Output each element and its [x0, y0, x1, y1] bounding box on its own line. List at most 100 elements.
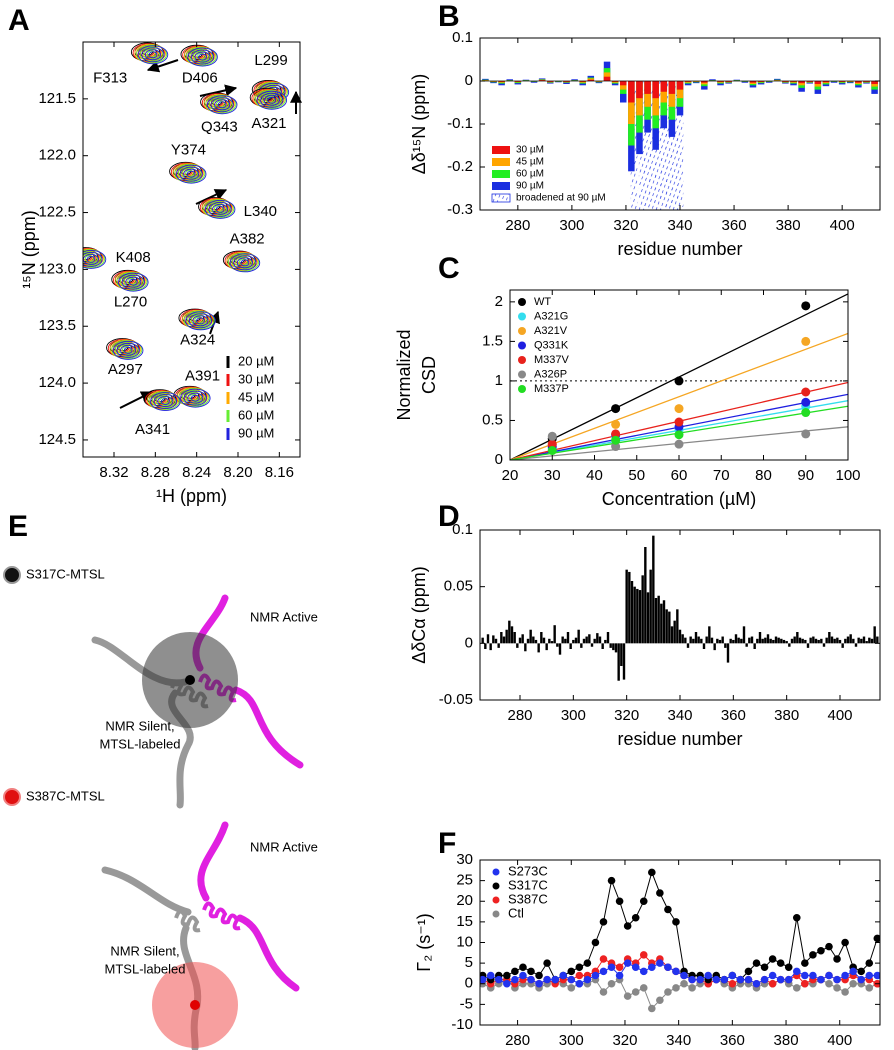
- silent-label: NMR Silent,: [110, 943, 179, 958]
- legend-swatch: [492, 882, 500, 890]
- bar: [729, 638, 732, 644]
- bar: [516, 643, 519, 648]
- point: [486, 971, 495, 980]
- bar: [772, 639, 775, 644]
- bar: [742, 626, 746, 644]
- bar: [716, 638, 719, 644]
- y-axis-label: Δδ¹⁵N (ppm): [409, 74, 429, 175]
- point: [615, 963, 624, 972]
- active-label: NMR Active: [250, 609, 318, 624]
- x-tick-label: 320: [613, 217, 638, 234]
- point: [674, 404, 684, 414]
- bar: [782, 639, 786, 644]
- contour: [134, 43, 167, 63]
- point: [680, 979, 688, 988]
- bar: [625, 569, 628, 644]
- contour: [155, 395, 173, 407]
- probe-label: S387C-MTSL: [26, 788, 105, 803]
- point: [656, 959, 664, 967]
- y-tick-label: -10: [451, 1016, 473, 1033]
- bar: [566, 632, 570, 644]
- point: [809, 971, 817, 980]
- panel-letter: B: [438, 0, 460, 33]
- contour: [205, 94, 237, 114]
- contour: [179, 166, 203, 182]
- bar: [838, 81, 846, 82]
- panel-letter: F: [438, 827, 456, 860]
- point: [547, 431, 557, 441]
- point: [511, 975, 519, 984]
- active-chain: [232, 686, 304, 769]
- legend-label: 45 µM: [238, 389, 274, 404]
- point: [503, 971, 511, 980]
- active-chain: [197, 821, 229, 902]
- x-tick-label: 60: [671, 467, 688, 484]
- bar: [777, 637, 780, 644]
- point: [865, 971, 874, 980]
- point: [833, 975, 841, 984]
- bar: [676, 81, 684, 90]
- bar: [780, 638, 783, 644]
- contour: [254, 90, 286, 109]
- y-tick-label: 0: [465, 975, 473, 992]
- bar: [510, 626, 514, 644]
- silent-label: MTSL-labeled: [105, 961, 186, 976]
- contour: [174, 164, 206, 183]
- y-tick-label: -5: [460, 995, 473, 1012]
- point: [631, 913, 640, 922]
- contour: [146, 50, 157, 58]
- peak-label: F313: [93, 69, 127, 86]
- contour: [212, 98, 230, 110]
- contour: [86, 255, 96, 263]
- bar: [749, 81, 757, 83]
- point: [583, 959, 592, 967]
- point: [825, 971, 833, 980]
- x-tick-label: 400: [827, 1032, 852, 1049]
- plot-area: [510, 293, 848, 460]
- probe-icon: [3, 566, 21, 584]
- bar: [676, 609, 679, 644]
- bar: [676, 81, 684, 210]
- contour: [194, 316, 204, 324]
- point: [591, 938, 600, 947]
- contour: [183, 46, 216, 66]
- bar: [660, 81, 668, 210]
- legend-label: A321V: [534, 325, 568, 337]
- bar: [836, 637, 839, 644]
- point: [583, 975, 592, 984]
- contour: [185, 46, 217, 66]
- contour: [214, 99, 231, 111]
- point: [575, 971, 584, 980]
- bar: [561, 636, 564, 644]
- contour: [148, 391, 180, 411]
- y-tick-label: 2: [495, 293, 503, 310]
- bar: [553, 625, 556, 644]
- peak: [111, 269, 149, 292]
- x-tick-label: 30: [544, 467, 561, 484]
- legend-label: 60 µM: [516, 169, 544, 180]
- contour: [83, 248, 105, 268]
- point: [672, 967, 680, 976]
- bar: [766, 634, 770, 644]
- panel-letter: C: [438, 252, 460, 285]
- bar: [494, 638, 498, 644]
- point: [567, 975, 576, 984]
- bar: [593, 638, 596, 644]
- contour: [201, 198, 234, 218]
- contour: [143, 48, 160, 60]
- bar: [529, 629, 532, 644]
- point: [543, 975, 551, 984]
- point: [656, 996, 664, 1005]
- plot-frame: [82, 41, 301, 458]
- contour: [83, 249, 106, 269]
- x-tick-label: 400: [827, 707, 852, 724]
- contour: [236, 257, 253, 269]
- legend-label: Ctl: [508, 905, 524, 920]
- contour: [83, 251, 102, 267]
- bar: [598, 636, 602, 644]
- contour: [150, 392, 181, 412]
- contour: [238, 258, 249, 266]
- probe-label: S317C-MTSL: [26, 566, 105, 581]
- point: [760, 975, 769, 984]
